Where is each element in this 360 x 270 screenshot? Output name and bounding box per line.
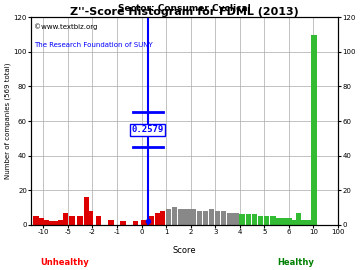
Bar: [311, 220, 316, 225]
Text: Healthy: Healthy: [277, 258, 314, 267]
Bar: [69, 216, 75, 225]
Bar: [252, 214, 257, 225]
Bar: [178, 209, 184, 225]
Bar: [209, 209, 214, 225]
Bar: [302, 220, 307, 225]
Bar: [258, 216, 263, 225]
Bar: [166, 209, 171, 225]
Bar: [227, 213, 233, 225]
Text: Sector: Consumer Cyclical: Sector: Consumer Cyclical: [118, 4, 251, 13]
Bar: [141, 220, 147, 225]
Bar: [311, 220, 316, 225]
Bar: [311, 35, 317, 225]
Bar: [160, 211, 165, 225]
Bar: [288, 220, 294, 225]
Bar: [38, 218, 44, 225]
Bar: [308, 220, 314, 225]
Bar: [296, 213, 301, 225]
Bar: [290, 220, 295, 225]
Text: The Research Foundation of SUNY: The Research Foundation of SUNY: [34, 42, 153, 48]
Bar: [303, 220, 309, 225]
Bar: [77, 216, 83, 225]
Y-axis label: Number of companies (569 total): Number of companies (569 total): [4, 63, 11, 179]
Text: 0.2579: 0.2579: [132, 125, 164, 134]
Bar: [239, 214, 245, 225]
Bar: [96, 216, 101, 225]
Bar: [215, 211, 220, 225]
Bar: [312, 220, 317, 225]
Bar: [84, 197, 89, 225]
Bar: [108, 220, 113, 225]
Bar: [246, 214, 251, 225]
Bar: [283, 218, 288, 225]
Bar: [293, 220, 298, 225]
Bar: [63, 213, 68, 225]
Bar: [233, 213, 239, 225]
Bar: [301, 220, 306, 225]
Bar: [310, 220, 315, 225]
Bar: [287, 218, 292, 225]
Bar: [48, 221, 53, 225]
Bar: [149, 216, 154, 225]
Bar: [33, 216, 39, 225]
Bar: [311, 173, 316, 225]
Bar: [276, 218, 282, 225]
Bar: [221, 211, 226, 225]
Bar: [270, 216, 275, 225]
Bar: [264, 216, 269, 225]
Title: Z''-Score Histogram for FDML (2013): Z''-Score Histogram for FDML (2013): [70, 6, 299, 16]
Bar: [297, 220, 303, 225]
Bar: [305, 220, 311, 225]
Bar: [53, 221, 58, 225]
Bar: [203, 211, 208, 225]
Bar: [121, 221, 126, 225]
X-axis label: Score: Score: [173, 246, 197, 255]
Bar: [155, 213, 160, 225]
Bar: [172, 207, 177, 225]
Bar: [43, 220, 49, 225]
Bar: [291, 220, 297, 225]
Bar: [184, 209, 190, 225]
Bar: [133, 221, 138, 225]
Bar: [197, 211, 202, 225]
Bar: [58, 220, 63, 225]
Bar: [190, 209, 196, 225]
Text: Unhealthy: Unhealthy: [40, 258, 89, 267]
Bar: [299, 220, 305, 225]
Bar: [294, 220, 300, 225]
Bar: [311, 220, 316, 225]
Bar: [311, 52, 317, 225]
Bar: [307, 220, 312, 225]
Text: ©www.textbiz.org: ©www.textbiz.org: [34, 23, 98, 30]
Bar: [88, 211, 93, 225]
